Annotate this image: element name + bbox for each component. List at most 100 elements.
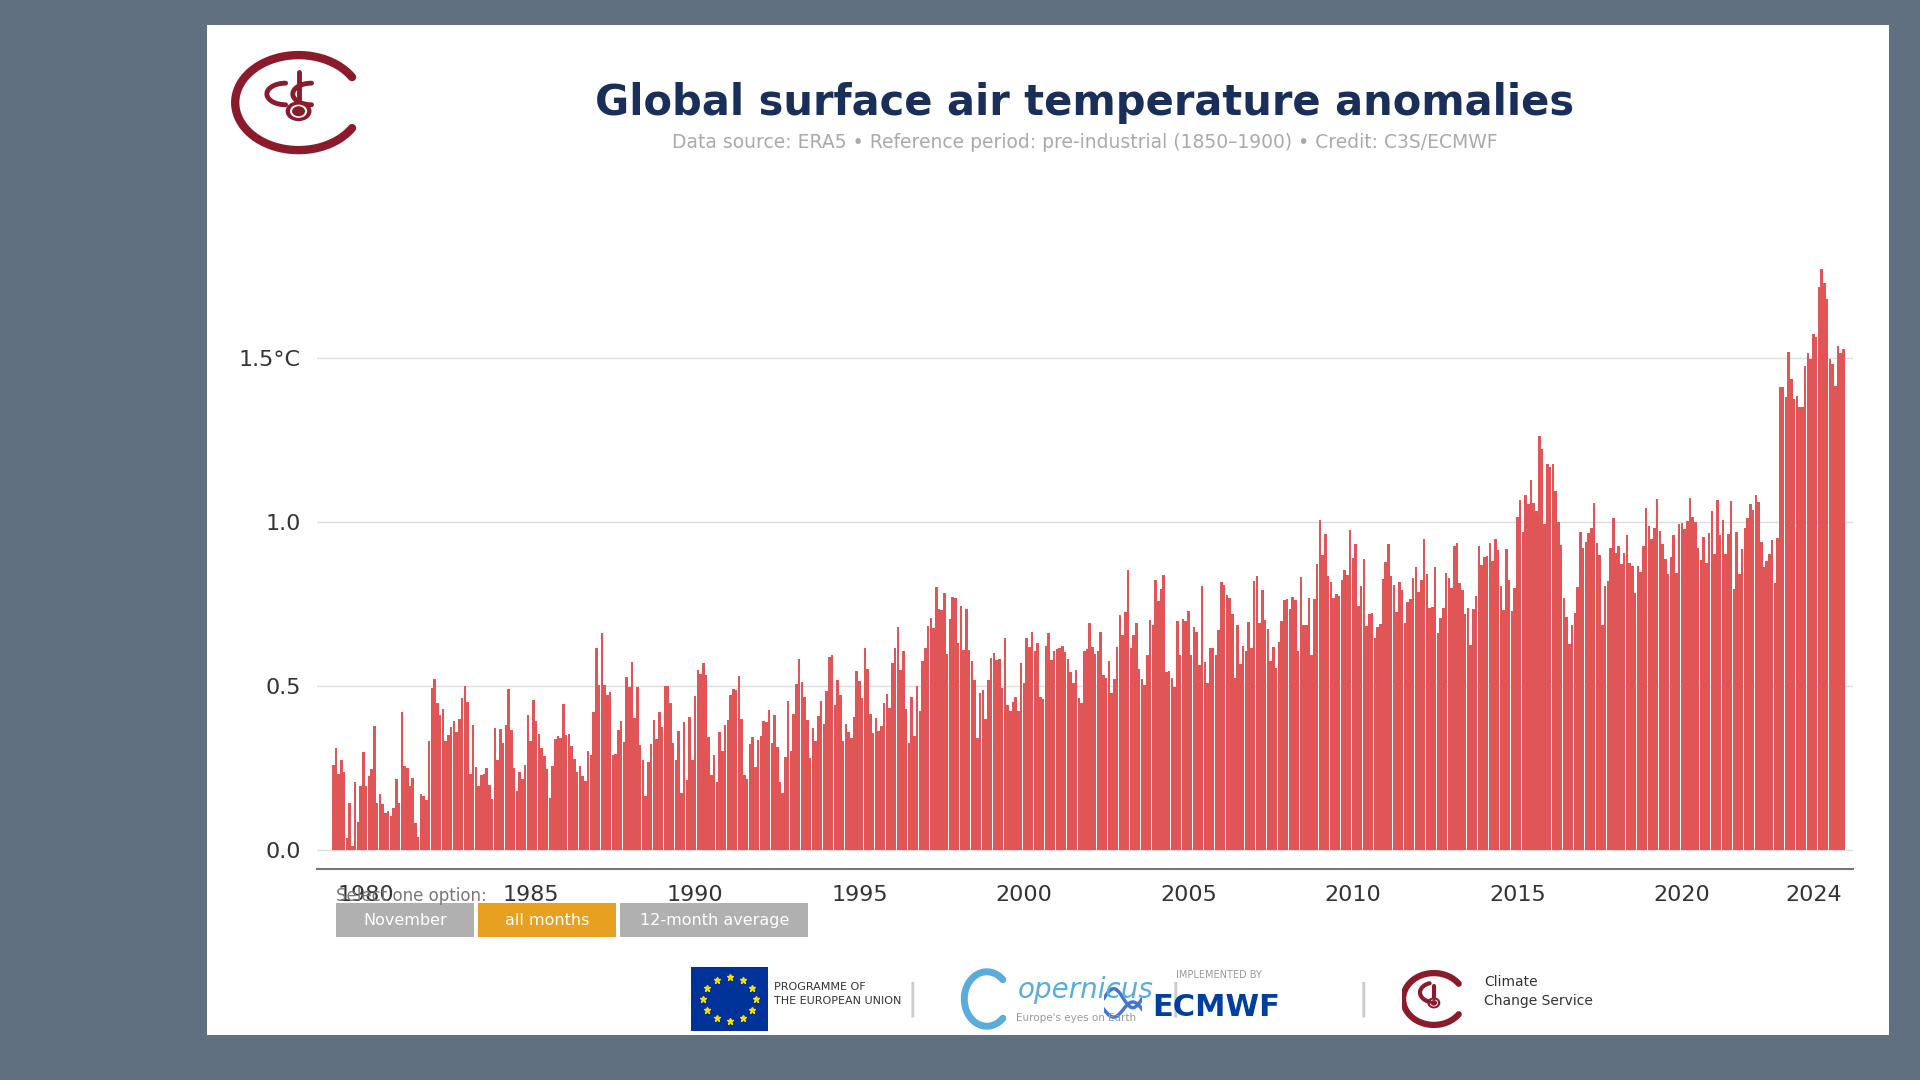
Bar <box>687 717 691 850</box>
Bar <box>620 720 622 850</box>
Bar <box>1427 575 1428 850</box>
Bar <box>952 597 954 850</box>
Bar <box>455 732 457 850</box>
Bar <box>1319 521 1321 850</box>
Bar <box>1171 677 1173 850</box>
Bar <box>1519 500 1521 850</box>
Bar <box>822 724 826 850</box>
Bar <box>770 743 774 850</box>
Bar <box>1238 664 1242 850</box>
Bar <box>1565 617 1569 850</box>
Bar <box>636 687 639 850</box>
Bar <box>697 671 699 850</box>
Bar <box>1693 522 1697 850</box>
Bar <box>1686 521 1688 850</box>
Bar <box>858 680 860 850</box>
Bar <box>674 759 678 850</box>
Bar <box>793 714 795 850</box>
Bar <box>722 752 724 850</box>
Bar <box>1755 495 1757 850</box>
Bar <box>1478 546 1480 850</box>
Bar <box>1428 608 1430 850</box>
Bar <box>705 675 707 850</box>
Bar <box>877 731 879 850</box>
Bar <box>741 719 743 850</box>
Bar <box>1135 623 1137 850</box>
Bar <box>776 747 778 850</box>
Bar <box>1338 596 1340 850</box>
Bar <box>616 730 620 850</box>
Bar <box>1102 675 1104 850</box>
Bar <box>718 732 722 850</box>
Bar <box>1617 546 1620 850</box>
Bar <box>1678 524 1680 850</box>
Bar <box>344 771 346 850</box>
Bar <box>987 680 989 850</box>
Bar <box>1837 347 1839 850</box>
Bar <box>1281 621 1283 850</box>
Bar <box>434 678 436 850</box>
Bar <box>1713 554 1716 850</box>
Bar <box>1818 287 1820 850</box>
Bar <box>1217 630 1219 850</box>
Bar <box>1261 591 1263 850</box>
Bar <box>860 698 864 850</box>
Bar <box>1277 642 1281 850</box>
Bar <box>1123 612 1127 850</box>
Bar <box>1187 611 1190 850</box>
Bar <box>1463 613 1467 850</box>
Bar <box>576 771 578 850</box>
Bar <box>1590 528 1592 850</box>
Bar <box>1331 581 1332 850</box>
Bar <box>1250 648 1252 850</box>
Bar <box>1263 620 1267 850</box>
Bar <box>543 756 545 850</box>
Bar <box>1697 549 1699 850</box>
Bar <box>1018 711 1020 850</box>
Text: ECMWF: ECMWF <box>1152 994 1281 1022</box>
Bar <box>1031 632 1033 850</box>
Bar <box>883 702 885 850</box>
Bar <box>1597 554 1601 850</box>
Bar <box>428 741 430 850</box>
Bar <box>1670 556 1672 850</box>
Bar <box>1127 570 1129 850</box>
Bar <box>1782 387 1784 850</box>
Bar <box>703 663 705 850</box>
Bar <box>789 751 793 850</box>
Bar <box>424 800 428 850</box>
Text: |: | <box>1357 982 1369 1016</box>
Bar <box>1793 399 1795 850</box>
Bar <box>1411 578 1415 850</box>
Bar <box>897 626 899 850</box>
Bar <box>1206 684 1210 850</box>
Bar <box>1089 623 1091 850</box>
Bar <box>943 593 947 850</box>
Bar <box>1056 649 1058 850</box>
Bar <box>774 715 776 850</box>
Bar <box>1388 544 1390 850</box>
Bar <box>783 757 787 850</box>
Bar <box>749 744 751 850</box>
Bar <box>582 777 584 850</box>
Bar <box>935 588 937 850</box>
Bar <box>1354 544 1357 850</box>
Bar <box>453 720 455 850</box>
Bar <box>879 726 883 850</box>
Bar <box>524 765 526 850</box>
Circle shape <box>1432 1001 1436 1005</box>
Bar <box>1158 600 1160 850</box>
Bar <box>1620 564 1622 850</box>
Bar <box>1167 671 1171 850</box>
Bar <box>764 723 768 850</box>
Bar <box>1148 620 1152 850</box>
Bar <box>1162 576 1165 850</box>
Bar <box>1267 630 1269 850</box>
Bar <box>1718 536 1722 850</box>
Bar <box>885 694 889 850</box>
Bar <box>1139 669 1140 850</box>
Bar <box>1181 620 1185 850</box>
Bar <box>563 704 564 850</box>
Bar <box>436 703 438 850</box>
Bar <box>1014 697 1018 850</box>
